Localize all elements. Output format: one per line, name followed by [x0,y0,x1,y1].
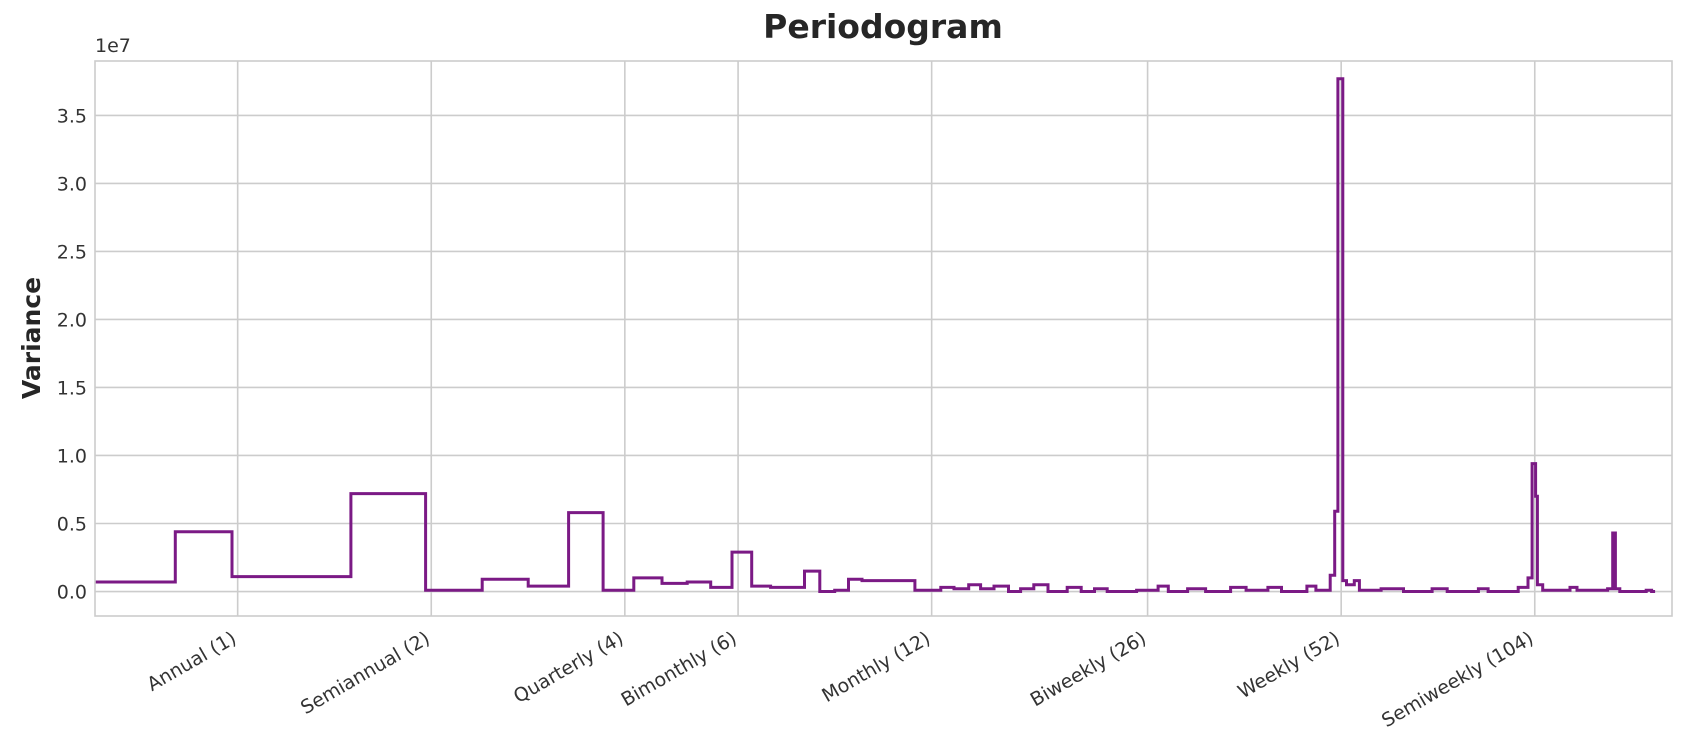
y-tick-label: 3.5 [57,105,87,127]
y-tick-labels: 0.0 0.5 1.0 1.5 2.0 2.5 3.0 3.5 [57,105,87,603]
y-tick-label: 1.0 [57,445,87,467]
y-tick-label: 0.0 [57,582,87,604]
y-tick-label: 0.5 [57,514,87,536]
plot-frame [94,60,1673,617]
y-axis-label: Variance [17,277,46,399]
y-tick-label: 1.5 [57,377,87,399]
chart-title: Periodogram [763,7,1003,46]
y-tick-label: 3.0 [57,173,87,195]
periodogram-series-line [95,77,1656,593]
y-axis-offset-label: 1e7 [95,35,131,57]
y-tick-label: 2.0 [57,309,87,331]
y-tick-label: 2.5 [57,241,87,263]
grid-lines [95,61,1672,616]
